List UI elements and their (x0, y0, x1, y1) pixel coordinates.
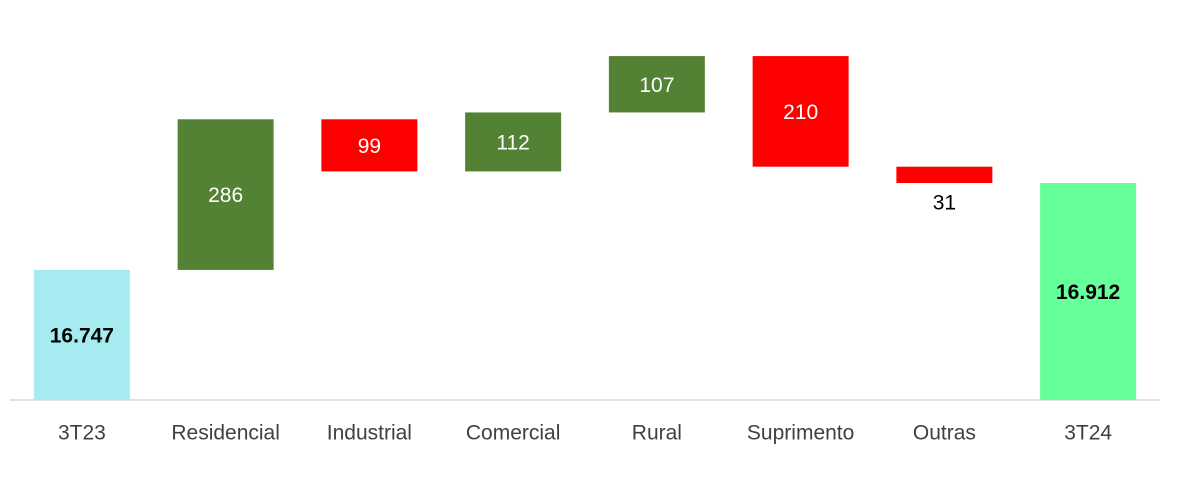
x-tick-label: Comercial (466, 422, 561, 445)
x-tick-label: 3T23 (58, 422, 106, 445)
value-label: 16.912 (1056, 281, 1120, 304)
bar (608, 56, 705, 113)
x-tick-label: Residencial (171, 422, 280, 445)
value-label: 16.747 (50, 325, 114, 348)
value-label: 112 (496, 131, 529, 154)
bar (896, 166, 993, 184)
value-label: 99 (358, 135, 381, 158)
bar (177, 119, 274, 270)
value-label: 31 (933, 192, 956, 215)
bar (752, 56, 849, 167)
x-tick-label: Suprimento (747, 422, 854, 445)
bar (33, 269, 130, 400)
bar (321, 119, 418, 172)
bar (465, 112, 562, 172)
x-tick-label: Industrial (327, 422, 412, 445)
value-label: 286 (208, 184, 243, 207)
x-tick-label: Outras (913, 422, 976, 445)
x-tick-label: Rural (632, 422, 682, 445)
value-label: 107 (639, 74, 674, 97)
value-label: 210 (783, 101, 818, 124)
x-tick-label: 3T24 (1064, 422, 1112, 445)
bar (1040, 183, 1137, 400)
